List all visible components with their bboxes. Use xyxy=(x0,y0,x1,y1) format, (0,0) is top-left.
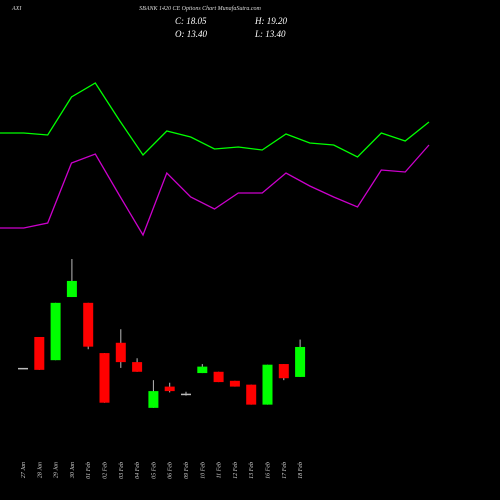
x-tick-label: 18 Feb xyxy=(298,462,304,479)
indicator-line xyxy=(0,144,430,237)
indicator-line xyxy=(0,82,430,158)
candle-body xyxy=(164,386,175,392)
x-tick-label: 01 Feb xyxy=(86,462,92,479)
candle-body xyxy=(197,366,208,374)
x-tick-label: 13 Feb xyxy=(249,462,255,479)
candle-body xyxy=(18,367,28,370)
candle-body xyxy=(50,302,61,361)
candle-body xyxy=(278,364,289,379)
candle-body xyxy=(181,393,191,396)
candle-body xyxy=(246,384,257,405)
x-tick-label: 12 Feb xyxy=(233,462,239,479)
candle-body xyxy=(115,342,126,363)
x-tick-label: 05 Feb xyxy=(151,462,157,479)
x-tick-label: 29 Jan xyxy=(54,462,60,478)
x-tick-label: 02 Feb xyxy=(103,462,109,479)
ohlc-close: C: 18.05 xyxy=(175,16,207,26)
x-tick-label: 04 Feb xyxy=(134,462,141,479)
candle-body xyxy=(295,346,306,377)
ohlc-open: O: 13.40 xyxy=(175,29,207,39)
ohlc-high: H: 19.20 xyxy=(254,16,287,26)
candle-body xyxy=(262,364,273,405)
x-tick-label: 16 Feb xyxy=(266,462,272,479)
x-tick-label: 09 Feb xyxy=(184,462,190,479)
ticker: AXI xyxy=(11,6,22,12)
candle-body xyxy=(83,302,94,347)
candle-body xyxy=(99,353,110,403)
candle-body xyxy=(229,380,240,387)
x-tick-label: 10 Feb xyxy=(200,462,206,479)
x-tick-label: 06 Feb xyxy=(168,462,174,479)
candle-body xyxy=(66,280,77,298)
x-tick-label: 30 Jan xyxy=(70,462,76,479)
x-tick-label: 27 Jan xyxy=(21,462,27,478)
candle-body xyxy=(132,362,143,372)
ohlc-low: L: 13.40 xyxy=(254,29,286,39)
chart-title: SBANK 1420 CE Options Chart MunafaSutra.… xyxy=(139,5,261,12)
candle-body xyxy=(34,336,45,370)
x-tick-label: 17 Feb xyxy=(282,462,288,479)
candle-body xyxy=(148,391,159,408)
x-tick-label: 11 Feb xyxy=(217,462,223,478)
x-tick-label: 03 Feb xyxy=(119,462,125,479)
candle-body xyxy=(213,371,224,383)
x-tick-label: 28 Jan xyxy=(37,462,43,478)
